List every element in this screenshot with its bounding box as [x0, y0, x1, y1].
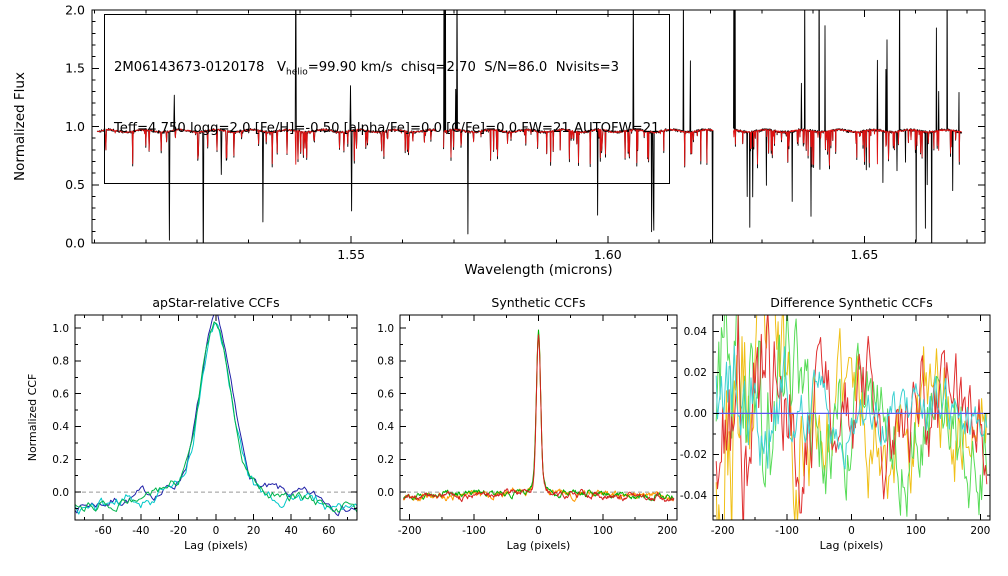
star-id-and-vhelio: 2M06143673-0120178 V [114, 59, 286, 75]
axis-text: 0.2 [52, 454, 69, 466]
axis-text: -60 [95, 525, 112, 537]
axis-text: Lag (pixels) [507, 539, 571, 552]
axis-text: 1.0 [377, 323, 394, 335]
ccf-synthetic-panel: -200 -100 0 100 200 0.0 0.2 0.4 0.6 0.8 1.0 Synthet… [377, 295, 678, 552]
axis-text: apStar-relative CCFs [152, 295, 279, 310]
axis-text: -0.04 [680, 490, 707, 502]
axis-text: 0.04 [684, 326, 708, 338]
ccf-apstar-series-visit-3 [75, 321, 357, 513]
spectrum-series-observed-spectrum [733, 10, 963, 243]
axis-text: Normalized Flux [12, 72, 28, 181]
axis-text: 0 [848, 525, 855, 537]
ccf-diff-series-diff-4 [715, 345, 988, 470]
axis-text: -100 [462, 525, 486, 537]
axis-text: 0.8 [52, 356, 69, 368]
axis-text: 200 [657, 525, 677, 537]
axis-text: 40 [285, 525, 298, 537]
axis-text: 1.65 [850, 247, 878, 262]
axis-text: 1.55 [337, 247, 365, 262]
axis-text: 0.4 [52, 421, 69, 433]
axis-text: 2.0 [65, 2, 85, 17]
axis-text: 60 [322, 525, 335, 537]
axis-text: -200 [398, 525, 422, 537]
axis-text: 0.2 [377, 454, 394, 466]
spectrum-annotation: 2M06143673-0120178 Vhelio=99.90 km/s chi… [104, 14, 670, 184]
fit-stats: =99.90 km/s chisq=2.70 S/N=86.0 Nvisits=… [307, 59, 620, 75]
spectrum-annotation-line1: 2M06143673-0120178 Vhelio=99.90 km/s chi… [114, 58, 660, 80]
axis-text: 0.0 [377, 487, 394, 499]
axis-text: -200 [711, 525, 735, 537]
axis-text: Normalized CCF [26, 374, 39, 462]
axis-text: 1.0 [65, 119, 85, 134]
ccf-synthetic-series-synth-3 [403, 334, 675, 503]
ccf-synthetic-series-synth-2 [403, 329, 675, 502]
spectrum-series-best-fit-model [443, 128, 714, 167]
ccf-synthetic-series-synth-1 [402, 333, 675, 502]
axis-text: 0.5 [65, 177, 85, 192]
axis-text: 0.0 [52, 487, 69, 499]
axis-text: 20 [247, 525, 260, 537]
axis-text: 200 [970, 525, 990, 537]
axis-text: 0.0 [65, 235, 85, 250]
spectrum-panel: 1.55 1.60 1.65 0.0 0.5 1.0 1.5 2.0 Wavelength (m… [12, 2, 986, 278]
axis-text: 0.4 [377, 421, 394, 433]
axis-text: 0.00 [684, 408, 707, 420]
axis-text: 0.02 [684, 367, 707, 379]
ccf-apstar-series-visit-1 [75, 315, 357, 517]
axis-text: -0.02 [680, 449, 707, 461]
axis-text: 1.5 [65, 61, 85, 76]
ccf-apstar-series-visit-2 [75, 322, 357, 515]
axis-text: Lag (pixels) [184, 539, 248, 552]
axis-text: 100 [593, 525, 613, 537]
axis-text: Wavelength (microns) [464, 262, 612, 278]
spectrum-annotation-line2: Teff=4,750 logg=2.0 [Fe/H]=-0.50 [alpha/… [114, 121, 660, 137]
axis-text: Synthetic CCFs [491, 295, 585, 310]
spectrum-series-best-fit-model [733, 128, 962, 166]
ccf-diff-panel: -200 -100 0 100 200 -0.04 -0.02 0.00 0.02 0.04 Dif… [680, 295, 991, 552]
axis-text: -40 [132, 525, 149, 537]
axis-text: 0.6 [377, 388, 394, 400]
axis-text: 0 [535, 525, 542, 537]
axis-text: Difference Synthetic CCFs [770, 295, 933, 310]
vhelio-subscript: helio [285, 67, 308, 78]
axis-text: 0 [213, 525, 220, 537]
axis-text: 0.6 [52, 388, 69, 400]
ccf-apstar-frame [74, 314, 358, 521]
spectrum-series-best-fit-model [96, 128, 437, 165]
axis-text: -100 [775, 525, 799, 537]
ccf-synthetic-frame [399, 314, 678, 521]
axis-text: 0.8 [377, 356, 394, 368]
axis-text: 100 [906, 525, 926, 537]
axis-text: 1.60 [594, 247, 622, 262]
ccf-apstar-panel: -60 -40 -20 0 20 40 60 0.0 0.2 0.4 0.6 0.8 1.0 apStar… [26, 295, 358, 552]
axis-text: -20 [170, 525, 187, 537]
axis-text: Lag (pixels) [820, 539, 884, 552]
axis-text: 1.0 [52, 323, 69, 335]
